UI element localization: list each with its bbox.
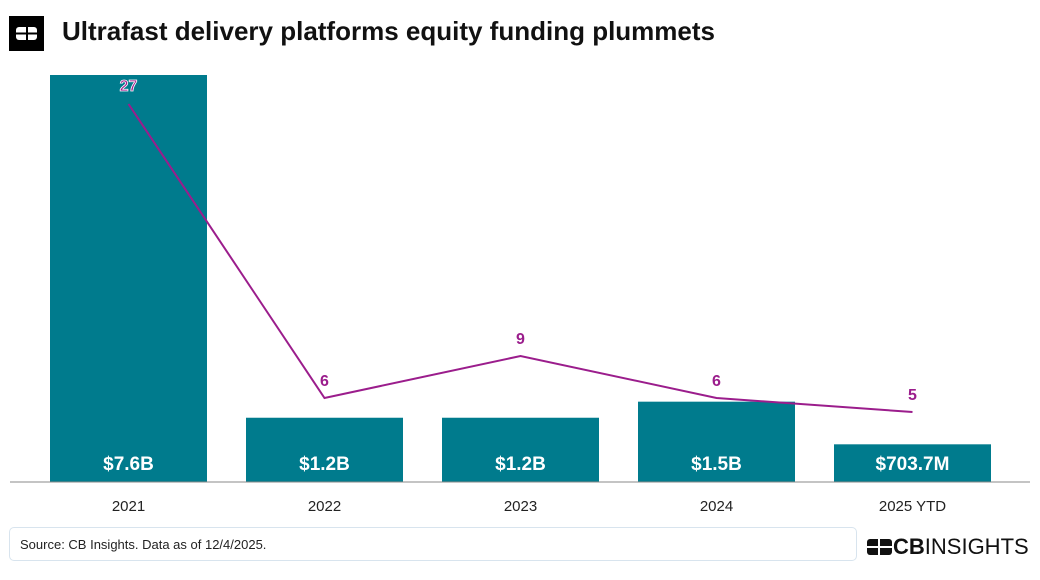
x-tick-label: 2025 YTD [879,498,946,515]
line-label: 27 [120,78,138,95]
cb-brand-icon [867,539,892,555]
bar [246,417,403,482]
line-label: 5 [908,387,917,404]
bar-label: $1.2B [495,454,546,475]
deals-line [127,103,913,413]
bar [442,417,599,482]
bar-label: $1.5B [691,454,742,475]
brand-light: INSIGHTS [924,534,1029,559]
cb-logo-icon [9,16,44,51]
x-tick-label: 2021 [112,498,145,515]
chart: $7.6B 2021 $1.2B 2022 $1.2B 2023 $1.5B 2024 $703… [10,75,1030,515]
bar-label: $1.2B [299,454,350,475]
bar-label: $7.6B [103,454,154,475]
source-note: Source: CB Insights. Data as of 12/4/202… [9,527,857,561]
line-label: 6 [320,373,329,390]
bar [638,401,795,482]
chart-title: Ultrafast delivery platforms equity fund… [62,16,715,46]
bar [834,444,991,482]
bar [50,75,207,482]
x-tick-label: 2022 [308,498,341,515]
line-label: 6 [712,373,721,390]
brand-bold: CB [893,534,925,559]
x-tick-label: 2024 [700,498,733,515]
bar-label: $703.7M [876,454,950,475]
cb-insights-logo: CB INSIGHTS [867,534,1029,560]
line-label: 9 [516,331,525,348]
x-tick-label: 2023 [504,498,537,515]
